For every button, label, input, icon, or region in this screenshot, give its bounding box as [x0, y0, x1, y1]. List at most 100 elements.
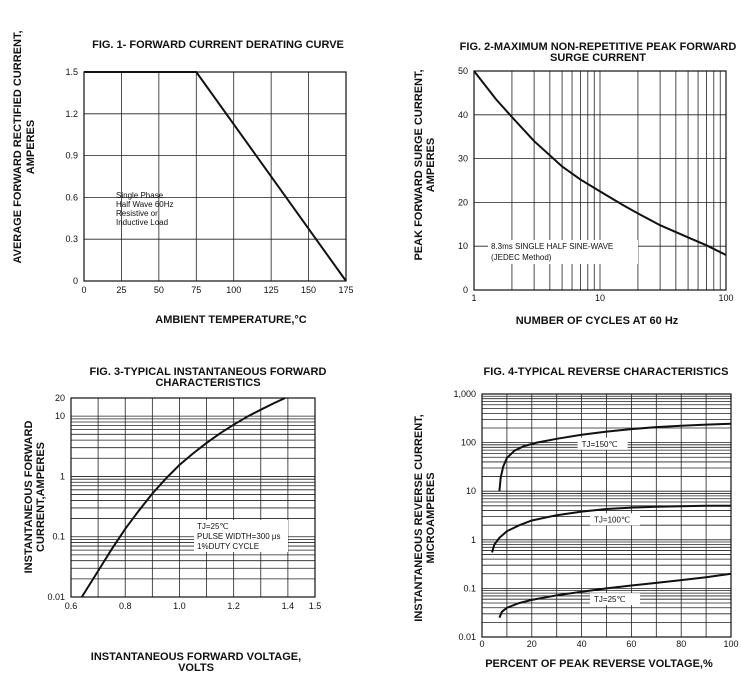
- fig1-ytick-label-4: 1.2: [65, 109, 78, 119]
- fig4-curves: [491, 422, 732, 619]
- fig4-xlabel: PERCENT OF PEAK REVERSE VOLTAGE,%: [485, 658, 713, 670]
- fig1-chart: FIG. 1- FORWARD CURRENT DERATING CURVE 0…: [12, 30, 354, 326]
- fig1-xtick-label-3: 75: [191, 285, 201, 295]
- fig2-ytick-label-0: 0: [463, 285, 468, 295]
- fig1-xtick-label-1: 25: [116, 285, 126, 295]
- fig2-ytick-label-2: 20: [458, 197, 468, 207]
- fig1-xtick-label-2: 50: [154, 285, 164, 295]
- fig4-title: FIG. 4-TYPICAL REVERSE CHARACTERISTICS: [484, 366, 729, 378]
- fig3-xtick-label-0: 0.6: [65, 601, 78, 611]
- fig4-curve-0: [498, 422, 732, 492]
- fig3-annotation-box: [194, 520, 288, 552]
- fig3-xlabel-line-1: INSTANTANEOUS FORWARD VOLTAGE,: [91, 651, 301, 663]
- fig1-annotation: Single Phase Half Wave 60Hz Resistive or…: [116, 191, 174, 227]
- fig3-annotation-line-3: 1%DUTY CYCLE: [197, 542, 259, 551]
- fig1-annotation-line-3: Resistive or: [116, 209, 158, 218]
- fig3-chart: FIG. 3-TYPICAL INSTANTANEOUS FORWARD CHA…: [23, 366, 327, 674]
- fig4-ytick-label-2: 1: [471, 535, 476, 545]
- fig3-title-line-2: CHARACTERISTICS: [155, 377, 260, 389]
- fig1-frame: [83, 71, 347, 282]
- fig4-series-label-bg-1: [590, 513, 641, 526]
- fig1-ytick-label-1: 0.3: [65, 234, 78, 244]
- fig2-annotation-line-1: 8.3ms SINGLE HALF SINE-WAVE: [491, 242, 613, 251]
- fig2-ytick-label-1: 10: [458, 241, 468, 251]
- fig1-ytick-label-2: 0.6: [65, 192, 78, 202]
- fig4-xtick-label-4: 80: [676, 639, 686, 649]
- fig4-frame: [481, 393, 732, 638]
- fig1-xtick-label-7: 175: [338, 285, 353, 295]
- fig2-ytick-label-5: 50: [458, 66, 468, 76]
- fig3-annotation-line-2: PULSE WIDTH=300 μs: [197, 532, 281, 541]
- fig3-xtick-label-3: 1.2: [227, 601, 240, 611]
- fig3-grid: [70, 397, 316, 598]
- fig1-ytick-label-0: 0: [73, 276, 78, 286]
- fig4-xtick-label-5: 100: [723, 639, 738, 649]
- fig2-surge-curve: [473, 70, 727, 256]
- fig2-xtick-label-0: 1: [471, 293, 476, 303]
- fig1-ytick-label-3: 0.9: [65, 151, 78, 161]
- fig4-xtick-label-3: 60: [626, 639, 636, 649]
- fig1-xtick-label-5: 125: [264, 285, 279, 295]
- fig3-xtick-label-1: 0.8: [119, 601, 132, 611]
- fig3-ylabel-line-1: INSTANTANEOUS FORWARD: [23, 421, 35, 574]
- fig4-xtick-label-0: 0: [479, 639, 484, 649]
- fig2-xtick-label-2: 100: [718, 293, 733, 303]
- fig4-ticks: 0 20 40 60 80 100 0.01 0.1 1 10 100 1,000: [453, 389, 738, 649]
- fig4-ylabel-line-1: INSTANTANEOUS REVERSE CURRENT,: [413, 414, 425, 621]
- fig2-annotation-box: [488, 240, 638, 264]
- fig2-chart: FIG. 2-MAXIMUM NON-REPETITIVE PEAK FORWA…: [413, 41, 736, 327]
- fig3-ytick-label-3: 10: [55, 411, 65, 421]
- fig4-xtick-label-2: 40: [577, 639, 587, 649]
- fig4-ylabel-line-2: MICROAMPERES: [425, 472, 437, 563]
- fig1-title: FIG. 1- FORWARD CURRENT DERATING CURVE: [92, 39, 344, 51]
- fig1-xtick-label-0: 0: [81, 285, 86, 295]
- fig3-ytick-label-2: 1: [60, 471, 65, 481]
- fig3-ytick-label-1: 0.1: [52, 532, 65, 542]
- fig4-ytick-label-0: 0.01: [458, 632, 476, 642]
- fig2-title-line-1: FIG. 2-MAXIMUM NON-REPETITIVE PEAK FORWA…: [460, 41, 737, 53]
- fig1-derating-line: [84, 71, 347, 282]
- fig2-title-line-2: SURGE CURRENT: [550, 52, 646, 64]
- fig4-chart: FIG. 4-TYPICAL REVERSE CHARACTERISTICS 0…: [413, 366, 739, 670]
- fig3-ticks: 0.6 0.8 1.0 1.2 1.4 1.5 0.01 0.1 1 10 20: [47, 393, 321, 611]
- fig1-ylabel-line-2: AMPERES: [25, 120, 37, 174]
- fig3-title-line-1: FIG. 3-TYPICAL INSTANTANEOUS FORWARD: [90, 366, 327, 378]
- fig4-xtick-label-1: 20: [527, 639, 537, 649]
- fig1-xlabel: AMBIENT TEMPERATURE,°C: [155, 314, 307, 326]
- fig3-ylabel-line-2: CURRENT,AMPERES: [35, 442, 47, 552]
- fig2-ticks: 1 10 100 0 10 20 30 40 50: [458, 66, 734, 303]
- fig4-ytick-label-1: 0.1: [463, 583, 476, 593]
- fig3-xtick-label-5: 1.5: [309, 601, 322, 611]
- fig2-annotation-line-2: (JEDEC Method): [491, 253, 552, 262]
- fig4-curve-1: [491, 504, 731, 553]
- fig4-series-label-1: TJ=100℃: [594, 515, 630, 524]
- fig2-ytick-label-3: 30: [458, 154, 468, 164]
- fig3-frame: [70, 397, 316, 598]
- fig4-ytick-label-3: 10: [466, 486, 476, 496]
- fig2-xlabel: NUMBER OF CYCLES AT 60 Hz: [516, 315, 679, 327]
- fig4-series-label-0: TJ=150℃: [582, 440, 618, 449]
- fig1-annotation-line-2: Half Wave 60Hz: [116, 200, 174, 209]
- fig2-xtick-label-1: 10: [595, 293, 605, 303]
- fig1-ylabel-line-1: AVERAGE FORWARD RECTIFIED CURRENT,: [12, 30, 24, 263]
- fig4-series-label-bg-2: [590, 593, 641, 606]
- fig3-ytick-label-4: 20: [55, 393, 65, 403]
- fig1-grid: [83, 71, 347, 282]
- fig4-series-labels: TJ=150℃ TJ=100℃ TJ=25℃: [577, 437, 641, 606]
- fig2-ytick-label-4: 40: [458, 110, 468, 120]
- fig1-annotation-line-4: Inductive Load: [116, 218, 168, 227]
- fig1-ytick-label-5: 1.5: [65, 67, 78, 77]
- fig3-xtick-label-4: 1.4: [282, 601, 295, 611]
- fig3-ytick-label-0: 0.01: [47, 592, 65, 602]
- fig1-xtick-label-4: 100: [226, 285, 241, 295]
- fig4-curve-2: [498, 572, 732, 619]
- fig4-series-label-bg-0: [577, 437, 628, 450]
- fig3-forward-curve: [80, 397, 286, 598]
- fig4-ytick-label-4: 100: [461, 438, 476, 448]
- fig4-series-label-2: TJ=25℃: [594, 595, 625, 604]
- fig1-ticks: 0 25 50 75 100 125 150 175 0 0.3 0.6 0.9 1.2 1.5: [65, 67, 353, 295]
- fig1-annotation-line-1: Single Phase: [116, 191, 164, 200]
- fig3-xtick-label-2: 1.0: [173, 601, 186, 611]
